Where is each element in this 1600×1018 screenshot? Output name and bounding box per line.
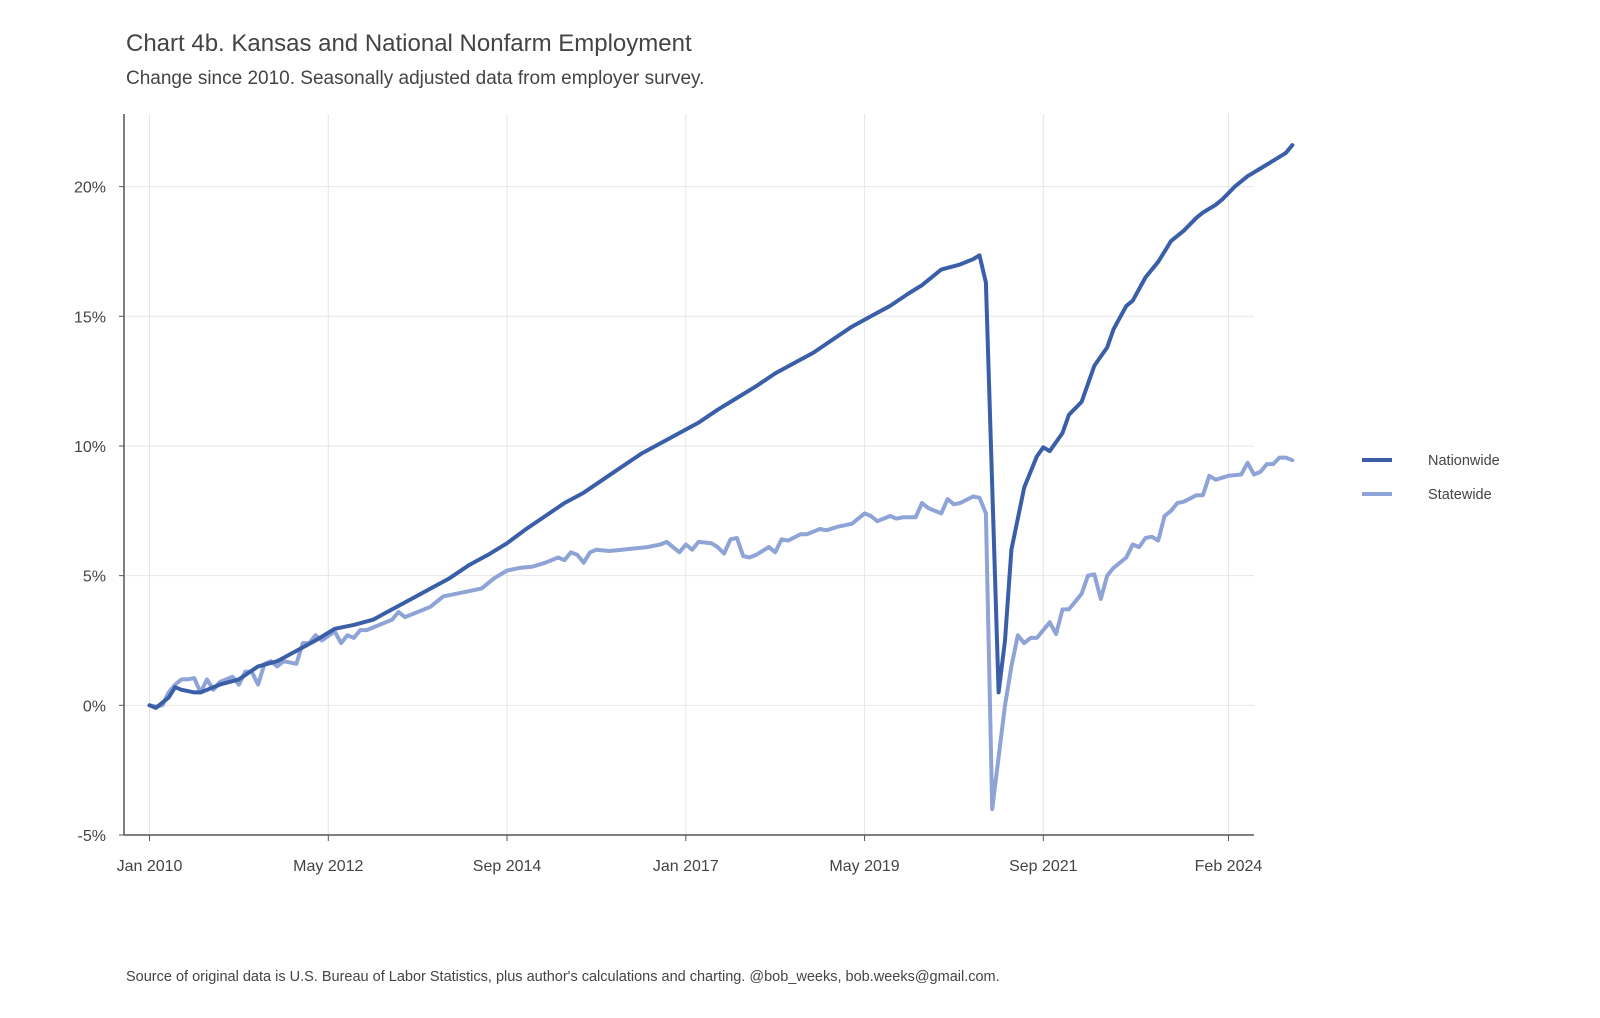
- legend-label: Statewide: [1428, 487, 1492, 503]
- x-tick-label: May 2012: [293, 858, 363, 875]
- series-lines: [147, 143, 1295, 812]
- chart-title: Chart 4b. Kansas and National Nonfarm Em…: [126, 30, 692, 57]
- y-tick-label: -5%: [78, 828, 106, 845]
- x-tick-label: Sep 2021: [1009, 858, 1078, 875]
- x-tick-label: Sep 2014: [473, 858, 542, 875]
- y-tick-label: 20%: [74, 180, 106, 197]
- series-line-statewide: [147, 455, 1295, 812]
- legend: Nationwide Statewide: [1362, 453, 1500, 503]
- series-line-nationwide: [147, 143, 1295, 710]
- x-tick-label: Jan 2010: [117, 858, 183, 875]
- legend-label: Nationwide: [1428, 453, 1500, 469]
- y-tick-label: 5%: [83, 569, 106, 586]
- y-tick-label: 10%: [74, 439, 106, 456]
- grid-lines: [124, 114, 1254, 836]
- x-tick-label: Feb 2024: [1195, 858, 1263, 875]
- x-tick-label: May 2019: [829, 858, 899, 875]
- chart-subtitle: Change since 2010. Seasonally adjusted d…: [126, 68, 705, 89]
- y-tick-label: 15%: [74, 309, 106, 326]
- x-tick-label: Jan 2017: [653, 858, 719, 875]
- axes: -5% 0% 5% 10% 15% 20% Jan 2010 May 2012 Sep 2014…: [74, 114, 1262, 875]
- source-caption: Source of original data is U.S. Bureau o…: [126, 969, 1000, 985]
- y-tick-label: 0%: [83, 698, 106, 715]
